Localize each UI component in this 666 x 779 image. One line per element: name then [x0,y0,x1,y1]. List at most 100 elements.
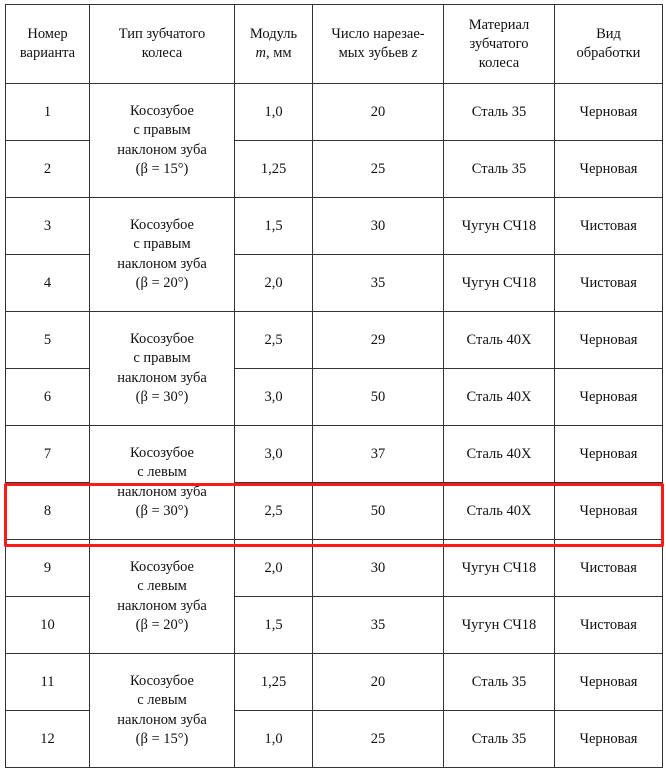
gear-type-line: с левым [137,692,187,708]
teeth-count: 30 [312,197,444,255]
processing-type: Черновая [554,482,663,540]
processing-type: Черновая [554,425,663,483]
gear-type-line: (β = 15°) [135,161,189,177]
variant-number: 2 [5,140,90,198]
module: 2,5 [234,311,313,369]
teeth-count: 30 [312,539,444,597]
gear-type-line: Косозубое [130,102,194,119]
header-row: Номер варианта Тип зубчатого колеса Модуль… [5,4,663,84]
gear-type-line: Косозубое [130,216,194,233]
gear-type: Косозубое с правым наклоном зуба (β = 20°) [89,197,235,312]
gear-type: Косозубое с правым наклоном зуба (β = 30°) [89,311,235,426]
material: Сталь 40Х [443,311,555,369]
gear-type-line: Косозубое [130,330,194,347]
module: 1,5 [234,596,313,654]
table-row: 4 2,0 35 Чугун СЧ18 Чистовая [5,254,663,312]
gear-type-line: Косозубое [130,558,194,575]
header-processing: Вид обработки [554,4,663,84]
module: 3,0 [234,425,313,483]
material: Чугун СЧ18 [443,596,555,654]
teeth-count: 25 [312,140,444,198]
processing-type: Чистовая [554,197,663,255]
gear-type-line: с правым [133,236,191,252]
module: 2,5 [234,482,313,540]
teeth-count: 25 [312,710,444,768]
variant-number: 5 [5,311,90,369]
teeth-count: 35 [312,596,444,654]
teeth-count: 50 [312,368,444,426]
processing-type: Чистовая [554,254,663,312]
processing-type: Черновая [554,710,663,768]
teeth-count: 20 [312,83,444,141]
gear-type-line: (β = 30°) [135,389,189,405]
variant-number: 12 [5,710,90,768]
module: 1,5 [234,197,313,255]
gear-type-line: Косозубое [130,672,194,689]
processing-type: Чистовая [554,596,663,654]
gear-type-line: с правым [133,122,191,138]
module: 2,0 [234,254,313,312]
variant-number: 9 [5,539,90,597]
gear-type-line: наклоном зуба [117,369,207,386]
processing-type: Черновая [554,140,663,198]
variant-number: 7 [5,425,90,483]
variant-number: 3 [5,197,90,255]
header-gear-type: Тип зубчатого колеса [89,4,235,84]
material: Сталь 35 [443,140,555,198]
variant-number: 8 [5,482,90,540]
module: 1,25 [234,140,313,198]
module: 1,0 [234,83,313,141]
header-teeth: Число нарезае-мых зубьев z [312,4,444,84]
table-row: 2 1,25 25 Сталь 35 Черновая [5,140,663,198]
material: Сталь 40Х [443,482,555,540]
gear-type-line: с левым [137,464,187,480]
processing-type: Черновая [554,311,663,369]
gear-type-line: наклоном зуба [117,711,207,728]
gear-type-line: наклоном зуба [117,255,207,272]
gear-type-line: (β = 20°) [135,275,189,291]
module: 3,0 [234,368,313,426]
table-row: 6 3,0 50 Сталь 40Х Черновая [5,368,663,426]
material: Сталь 35 [443,710,555,768]
variant-number: 11 [5,653,90,711]
variant-number: 6 [5,368,90,426]
teeth-count: 20 [312,653,444,711]
gear-type-line: наклоном зуба [117,141,207,158]
module: 1,0 [234,710,313,768]
gear-type-line: наклоном зуба [117,597,207,614]
variant-number: 1 [5,83,90,141]
table-row: 10 1,5 35 Чугун СЧ18 Чистовая [5,596,663,654]
material: Сталь 40Х [443,425,555,483]
table-row: 1 Косозубое с правым наклоном зуба (β = 15°)… [5,83,663,198]
processing-type: Черновая [554,368,663,426]
table-row: 11 Косозубое с левым наклоном зуба (β = 15°)… [5,653,663,768]
teeth-count: 37 [312,425,444,483]
material: Чугун СЧ18 [443,197,555,255]
gear-type-line: с правым [133,350,191,366]
header-module: Модуль m, мм [234,4,313,84]
gear-type-line: Косозубое [130,444,194,461]
gear-type-line: (β = 15°) [135,731,189,747]
teeth-count: 50 [312,482,444,540]
header-material: Материал зубчатого колеса [443,4,555,84]
header-variant: Номер варианта [5,4,90,84]
material: Сталь 35 [443,83,555,141]
variant-number: 4 [5,254,90,312]
gear-type-line: наклоном зуба [117,483,207,500]
table-row: 8 2,5 50 Сталь 40Х Черновая [5,482,663,540]
teeth-count: 29 [312,311,444,369]
material: Чугун СЧ18 [443,254,555,312]
gear-type: Косозубое с правым наклоном зуба (β = 15°) [89,83,235,198]
teeth-count: 35 [312,254,444,312]
gear-type-line: (β = 20°) [135,617,189,633]
table-row: 5 Косозубое с правым наклоном зуба (β = 30°)… [5,311,663,426]
processing-type: Черновая [554,83,663,141]
table-row: 12 1,0 25 Сталь 35 Черновая [5,710,663,768]
module: 2,0 [234,539,313,597]
variant-number: 10 [5,596,90,654]
module: 1,25 [234,653,313,711]
material: Сталь 40Х [443,368,555,426]
gear-type-line: с левым [137,578,187,594]
gear-type: Косозубое с левым наклоном зуба (β = 15°) [89,653,235,768]
table-row: 3 Косозубое с правым наклоном зуба (β = 20°)… [5,197,663,312]
